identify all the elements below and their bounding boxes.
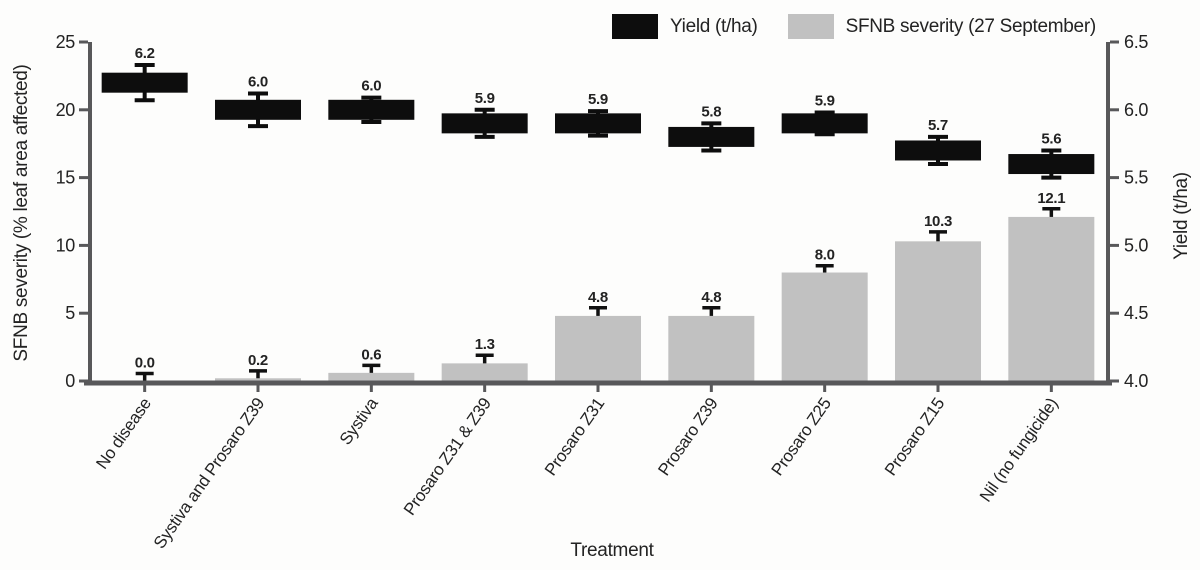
x-category-label: Prosaro Z15	[881, 394, 948, 479]
severity-bar	[441, 363, 528, 383]
severity-bar	[781, 272, 868, 383]
right-axis-tick-label: 5.0	[1124, 235, 1148, 255]
yield-box	[328, 99, 415, 120]
yield-legend-label: Yield (t/ha)	[670, 15, 758, 37]
severity-value-label: 1.3	[475, 336, 495, 353]
severity-value-label: 8.0	[815, 247, 835, 264]
right-axis-tick-label: 6.0	[1124, 100, 1148, 120]
chart-legend: Yield (t/ha) SFNB severity (27 September…	[612, 14, 1096, 39]
right-axis-tick-label: 6.5	[1124, 32, 1148, 52]
yield-value-label: 5.9	[475, 90, 495, 107]
yield-box	[1008, 154, 1095, 175]
legend-item-severity: SFNB severity (27 September)	[787, 14, 1097, 39]
yield-box	[555, 113, 641, 134]
right-axis-tick-label: 4.5	[1124, 303, 1148, 323]
severity-legend-label: SFNB severity (27 September)	[845, 15, 1097, 37]
severity-bar	[328, 372, 415, 383]
severity-bar	[555, 315, 641, 383]
x-category-label: Nil (no fungicide)	[976, 394, 1062, 505]
severity-value-label: 0.0	[135, 355, 155, 372]
yield-box	[101, 72, 188, 93]
yield-box	[441, 113, 528, 134]
severity-value-label: 10.3	[924, 213, 952, 230]
severity-bar	[668, 315, 755, 383]
yield-value-label: 6.0	[361, 78, 381, 95]
left-axis-tick-label: 20	[56, 100, 76, 120]
yield-value-label: 5.8	[701, 103, 721, 120]
x-category-label: Prosaro Z25	[768, 394, 835, 479]
legend-item-yield: Yield (t/ha)	[612, 14, 758, 39]
x-category-label: Prosaro Z39	[654, 394, 721, 479]
severity-value-label: 4.8	[701, 289, 721, 306]
yield-value-label: 5.7	[928, 117, 948, 134]
left-axis-tick-label: 5	[65, 303, 75, 323]
yield-box	[668, 126, 755, 147]
severity-bar	[895, 241, 981, 383]
x-category-label: No disease	[92, 394, 155, 472]
yield-legend-swatch	[612, 14, 658, 39]
severity-value-label: 12.1	[1037, 190, 1065, 207]
yield-value-label: 5.9	[588, 91, 608, 108]
left-axis-tick-label: 10	[56, 235, 76, 255]
severity-value-label: 0.6	[361, 346, 381, 363]
x-axis-title: Treatment	[570, 540, 654, 561]
x-category-label: Systiva	[336, 394, 382, 449]
yield-value-label: 6.0	[248, 74, 268, 91]
yield-box	[895, 140, 981, 161]
severity-value-label: 4.8	[588, 289, 608, 306]
severity-bar	[1008, 216, 1095, 383]
yield-value-label: 5.6	[1041, 130, 1061, 147]
yield-value-label: 5.9	[815, 93, 835, 110]
left-axis-tick-label: 25	[56, 32, 76, 52]
x-category-label: Prosaro Z31	[541, 394, 608, 479]
left-axis-title: SFNB severity (% leaf area affected)	[11, 64, 32, 362]
right-axis-tick-label: 5.5	[1124, 168, 1148, 188]
x-category-label: Prosaro Z31 & Z39	[400, 394, 495, 518]
yield-box	[781, 113, 868, 134]
yield-value-label: 6.2	[135, 45, 155, 62]
right-axis-title: Yield (t/ha)	[1171, 172, 1192, 260]
severity-value-label: 0.2	[248, 352, 268, 369]
yield-box	[215, 99, 301, 120]
severity-legend-swatch	[787, 14, 834, 39]
x-category-label: Systiva and Prosaro Z39	[150, 394, 268, 552]
left-axis-tick-label: 15	[56, 168, 76, 188]
left-axis-tick-label: 0	[65, 371, 75, 391]
right-axis-tick-label: 4.0	[1124, 371, 1148, 391]
